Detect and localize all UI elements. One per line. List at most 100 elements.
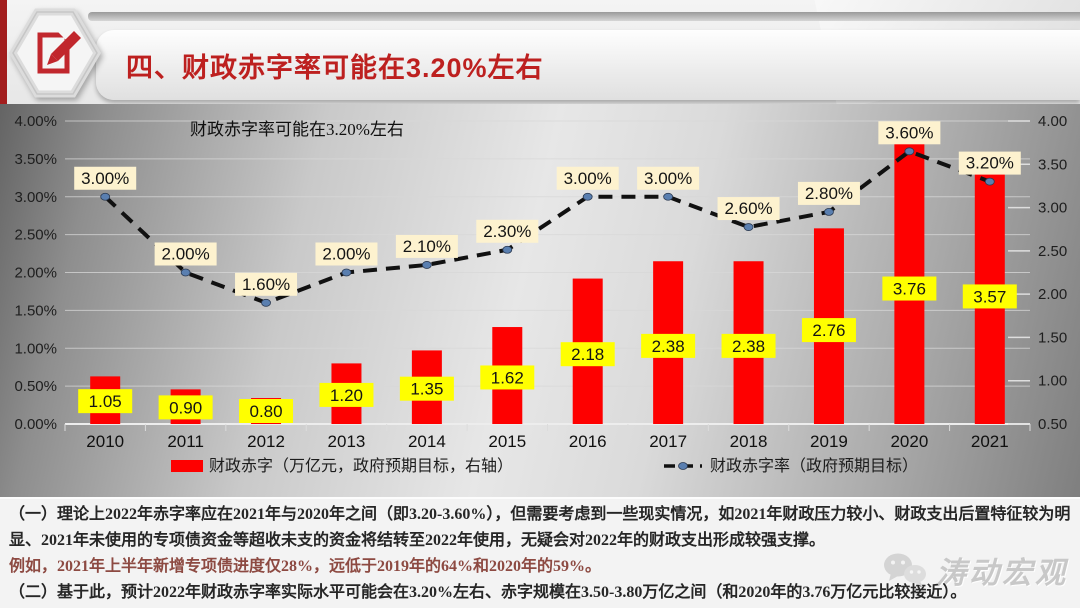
header: 四、财政赤字率可能在3.20%左右 <box>0 0 1080 104</box>
right-axis-tick-label: 1.50 <box>1038 329 1067 346</box>
wechat-icon <box>884 553 926 587</box>
watermark: 涛动宏观 <box>882 548 1068 592</box>
analysis-line-3: 例如，2021年上半年新增专项债进度仅28%，远低于2019年的64%和2020… <box>9 558 602 575</box>
analysis-line-1: （一）理论上2022年赤字率应在2021年与2020年之间（即3.20-3.60… <box>9 506 1071 523</box>
bar-value-label: 0.90 <box>169 398 202 417</box>
rate-value-label-bg <box>74 166 137 190</box>
rate-value-label: 2.60% <box>724 199 772 218</box>
x-axis-year-label: 2013 <box>328 432 366 451</box>
bar-value-label: 1.20 <box>330 386 363 405</box>
left-axis-tick-label: 2.00% <box>14 265 57 282</box>
rate-value-label: 3.00% <box>564 169 612 188</box>
analysis-line-2: 显、2021年未使用的专项债资金等超收未支的资金将结转至2022年使用，无疑会对… <box>9 532 826 549</box>
rate-value-label-bg <box>797 181 860 205</box>
x-axis-year-label: 2015 <box>488 432 526 451</box>
x-axis-year-label: 2016 <box>569 432 607 451</box>
rate-value-label-bg <box>958 151 1021 175</box>
line-point-marker <box>100 192 111 201</box>
rate-value-label-bg <box>476 219 539 243</box>
header-top-strip <box>88 12 1080 21</box>
line-point-marker <box>421 261 432 269</box>
line-point-marker <box>502 245 513 254</box>
bar-value-label: 2.38 <box>652 337 685 356</box>
line-point-marker <box>180 268 191 277</box>
rate-value-label-bg <box>878 121 941 145</box>
left-axis-tick-label: 0.50% <box>14 378 57 395</box>
chart-title: 财政赤字率可能在3.20%左右 <box>190 120 404 139</box>
bar-value-label-bg <box>721 333 776 358</box>
x-axis-year-label: 2017 <box>649 432 687 451</box>
left-axis-tick-label: 2.50% <box>14 227 57 244</box>
line-point-marker <box>663 192 674 201</box>
left-axis-tick-label: 1.00% <box>14 340 57 357</box>
bar-value-label-bg <box>641 333 696 358</box>
rate-value-label: 2.10% <box>403 237 451 256</box>
bar-value-label-bg <box>560 342 615 367</box>
left-axis-tick-label: 1.50% <box>14 302 57 319</box>
line-point-marker <box>984 177 995 186</box>
line-point-marker <box>904 147 915 156</box>
bar-value-label: 2.38 <box>732 337 765 356</box>
right-axis-tick-label: 4.00 <box>1038 113 1067 130</box>
line-point-marker <box>582 192 593 201</box>
rate-value-label-bg <box>637 166 700 190</box>
bar-value-label-bg <box>882 276 937 301</box>
bar-value-label-bg <box>801 318 856 343</box>
x-axis-year-label: 2012 <box>247 432 285 451</box>
rate-value-label: 3.60% <box>885 123 933 142</box>
legend-rate-marker <box>678 462 688 470</box>
rate-value-label: 2.30% <box>483 222 531 241</box>
deficit-chart: 0.00% 0.50% 1.00% 1.50% 2.00% 2.50% 3.00% 3.50%… <box>14 113 1067 475</box>
left-axis-tick-label: 3.00% <box>14 189 57 206</box>
line-point-marker <box>341 268 352 277</box>
bar-value-label: 1.05 <box>89 392 122 411</box>
bar-value-label-bg <box>158 395 213 420</box>
bar-value-label-bg <box>480 365 535 390</box>
line-point-marker <box>261 298 271 307</box>
x-axis-year-label: 2020 <box>890 432 928 451</box>
bar-value-label: 1.62 <box>491 368 524 387</box>
bar-value-label: 3.76 <box>893 280 926 299</box>
legend-rate-label: 财政赤字率（政府预期目标） <box>710 457 918 475</box>
bar-value-label-bg <box>239 399 294 423</box>
rate-value-label-bg <box>235 272 298 296</box>
analysis-line-4: （二）基于此，预计2022年财政赤字率实际水平可能会在3.20%左右、赤字规模在… <box>9 584 967 601</box>
x-axis-year-label: 2011 <box>167 432 204 451</box>
page-title: 四、财政赤字率可能在3.20%左右 <box>126 52 544 83</box>
deficit-chart-panel: 0.00% 0.50% 1.00% 1.50% 2.00% 2.50% 3.00% 3.50%… <box>0 104 1080 497</box>
left-axis-tick-label: 3.50% <box>14 151 57 168</box>
x-axis-year-label: 2018 <box>730 432 768 451</box>
analysis-panel: （一）理论上2022年赤字率应在2021年与2020年之间（即3.20-3.60… <box>0 497 1080 608</box>
right-axis-tick-label: 0.50 <box>1038 416 1067 433</box>
left-axis-tick-label: 4.00% <box>14 113 57 130</box>
legend-deficit-swatch <box>171 460 203 472</box>
right-axis-tick-label: 3.00 <box>1038 200 1067 217</box>
rate-value-label-bg <box>395 234 458 258</box>
bar-value-label: 0.80 <box>249 402 282 421</box>
red-accent-strip <box>0 0 7 104</box>
right-axis-tick-label: 2.50 <box>1038 243 1067 260</box>
rate-value-label: 2.00% <box>322 245 370 264</box>
title-ribbon: 四、财政赤字率可能在3.20%左右 <box>96 30 1080 100</box>
rate-value-label: 3.00% <box>644 169 692 188</box>
x-axis-year-label: 2021 <box>971 432 1009 451</box>
bar-value-label: 1.35 <box>410 380 443 399</box>
edit-pencil-icon <box>4 2 106 104</box>
right-axis-tick-label: 2.00 <box>1038 286 1067 303</box>
bar-value-label: 2.18 <box>571 345 604 364</box>
bar-value-label-bg <box>399 376 454 401</box>
rate-value-label: 2.00% <box>162 245 210 264</box>
x-axis-year-label: 2010 <box>86 432 124 451</box>
bar-value-label-bg <box>78 389 133 414</box>
watermark-label: 涛动宏观 <box>936 557 1068 590</box>
left-axis-tick-label: 0.00% <box>14 416 57 433</box>
line-point-marker <box>824 208 834 216</box>
rate-value-label-bg <box>315 242 378 266</box>
rate-value-label-bg <box>154 242 217 266</box>
x-axis-year-label: 2019 <box>810 432 848 451</box>
bar-value-label-bg <box>319 382 374 407</box>
x-axis-year-label: 2014 <box>408 432 446 451</box>
rate-value-label-bg <box>717 197 780 221</box>
rate-value-label: 3.20% <box>966 154 1014 173</box>
